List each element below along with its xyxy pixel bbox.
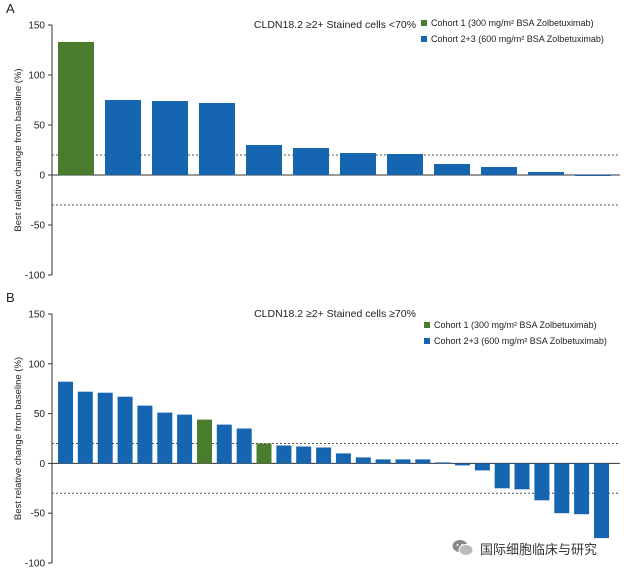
y-tick-label: 100 xyxy=(28,359,45,370)
bar xyxy=(534,463,550,501)
bar xyxy=(316,447,332,464)
wechat-icon xyxy=(452,540,474,556)
bar xyxy=(415,459,431,464)
bar xyxy=(216,424,232,464)
bar xyxy=(395,459,411,464)
y-tick-label: -100 xyxy=(25,559,45,570)
y-tick-label: 50 xyxy=(34,409,46,420)
bar xyxy=(105,100,141,175)
bar xyxy=(256,443,272,464)
y-axis-label: Best relative change from baseline (%) xyxy=(13,357,24,520)
wechat-watermark: 国际细胞临床与研究 xyxy=(452,536,632,560)
bar xyxy=(137,405,153,464)
y-axis-label: Best relative change from baseline (%) xyxy=(13,68,24,231)
bar xyxy=(197,419,212,464)
bar xyxy=(474,463,490,471)
y-tick-label: 0 xyxy=(39,171,45,182)
y-tick-label: 150 xyxy=(28,21,45,32)
bar xyxy=(152,101,188,175)
bar xyxy=(293,148,329,175)
legend-label: Cohort 1 (300 mg/m² BSA Zolbetuximab) xyxy=(434,320,597,330)
bar xyxy=(387,154,423,175)
bar xyxy=(77,391,93,464)
y-tick-label: 100 xyxy=(28,71,45,82)
legend-swatch xyxy=(424,322,430,328)
chart-title: CLDN18.2 ≥2+ Stained cells <70% xyxy=(254,19,416,31)
legend-swatch xyxy=(421,20,427,26)
bar xyxy=(340,153,376,175)
bar xyxy=(528,172,564,175)
chart-title: CLDN18.2 ≥2+ Stained cells ≥70% xyxy=(254,308,416,320)
bar xyxy=(455,463,470,466)
y-tick-label: -50 xyxy=(31,221,46,232)
bar xyxy=(177,414,193,464)
y-tick-label: 0 xyxy=(39,459,45,470)
y-tick-label: 150 xyxy=(28,310,45,321)
bar xyxy=(97,392,113,464)
bar xyxy=(554,463,570,514)
bar xyxy=(575,175,611,176)
bar xyxy=(117,396,133,464)
bar xyxy=(276,445,292,464)
legend-swatch xyxy=(421,36,427,42)
bar xyxy=(58,381,73,464)
bar xyxy=(514,463,530,490)
legend-label: Cohort 1 (300 mg/m² BSA Zolbetuximab) xyxy=(431,18,594,28)
bar xyxy=(199,103,235,175)
y-tick-label: -50 xyxy=(31,509,46,520)
bar xyxy=(335,453,351,464)
bar xyxy=(435,462,451,464)
bar xyxy=(481,167,517,175)
bar xyxy=(58,42,94,175)
panel-label: B xyxy=(6,290,15,305)
bar xyxy=(157,412,173,464)
y-tick-label: -100 xyxy=(25,271,45,282)
bar xyxy=(236,428,252,464)
watermark-text: 国际细胞临床与研究 xyxy=(480,542,598,558)
bar xyxy=(594,463,609,539)
y-tick-label: 50 xyxy=(34,121,46,132)
legend-label: Cohort 2+3 (600 mg/m² BSA Zolbetuximab) xyxy=(431,34,604,44)
bar xyxy=(494,463,510,489)
legend-label: Cohort 2+3 (600 mg/m² BSA Zolbetuximab) xyxy=(434,336,607,346)
bar xyxy=(574,463,590,515)
panel-label: A xyxy=(6,1,15,16)
bar xyxy=(296,446,312,464)
bar xyxy=(375,459,391,464)
bar xyxy=(246,145,282,175)
bar xyxy=(434,164,470,175)
legend-swatch xyxy=(424,338,430,344)
bar xyxy=(355,457,371,464)
